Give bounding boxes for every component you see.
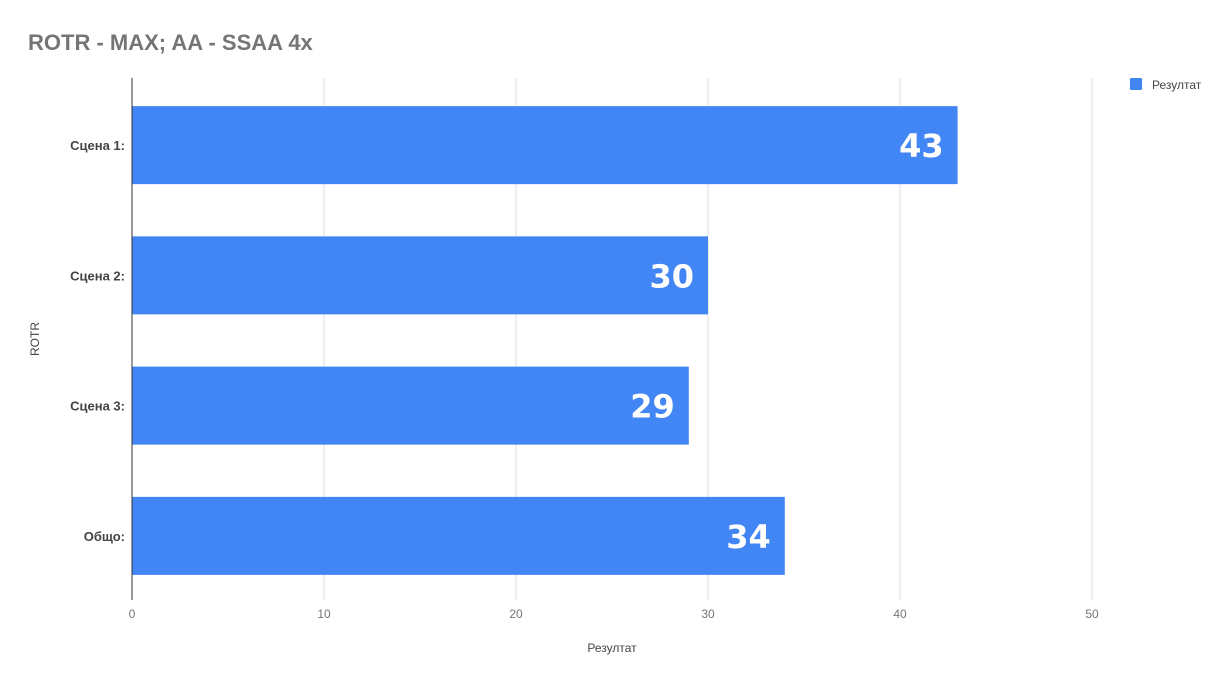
x-tick-label: 50 [1085, 607, 1099, 621]
x-tick-label: 10 [317, 607, 331, 621]
chart-title: ROTR - MAX; AA - SSAA 4x [28, 30, 313, 55]
x-tick-label: 40 [893, 607, 907, 621]
data-label-4: 34 [726, 518, 771, 556]
x-tick-label: 20 [509, 607, 523, 621]
x-tick-label: 0 [129, 607, 136, 621]
category-label-1: Сцена 1: [70, 138, 125, 153]
y-axis-title: ROTR [28, 322, 42, 356]
data-label-1: 43 [899, 127, 944, 165]
bar-2 [132, 236, 708, 315]
category-label-4: Общо: [84, 529, 125, 544]
legend: Резултат [1130, 78, 1202, 92]
y-axis-categories: Сцена 1: Сцена 2: Сцена 3: Общо: [70, 138, 125, 544]
data-label-2: 30 [649, 257, 694, 295]
data-label-3: 29 [630, 388, 675, 426]
bar-3 [132, 366, 689, 445]
bar-4 [132, 496, 785, 575]
x-tick-label: 30 [701, 607, 715, 621]
legend-label: Резултат [1152, 78, 1202, 92]
x-axis-ticks: 0 10 20 30 40 50 [129, 607, 1099, 621]
category-label-3: Сцена 3: [70, 399, 125, 414]
category-label-2: Сцена 2: [70, 268, 125, 283]
bar-1 [132, 106, 958, 185]
legend-swatch [1130, 78, 1142, 90]
x-axis-title: Резултат [587, 641, 637, 655]
bars: 43 30 29 34 [132, 106, 958, 575]
